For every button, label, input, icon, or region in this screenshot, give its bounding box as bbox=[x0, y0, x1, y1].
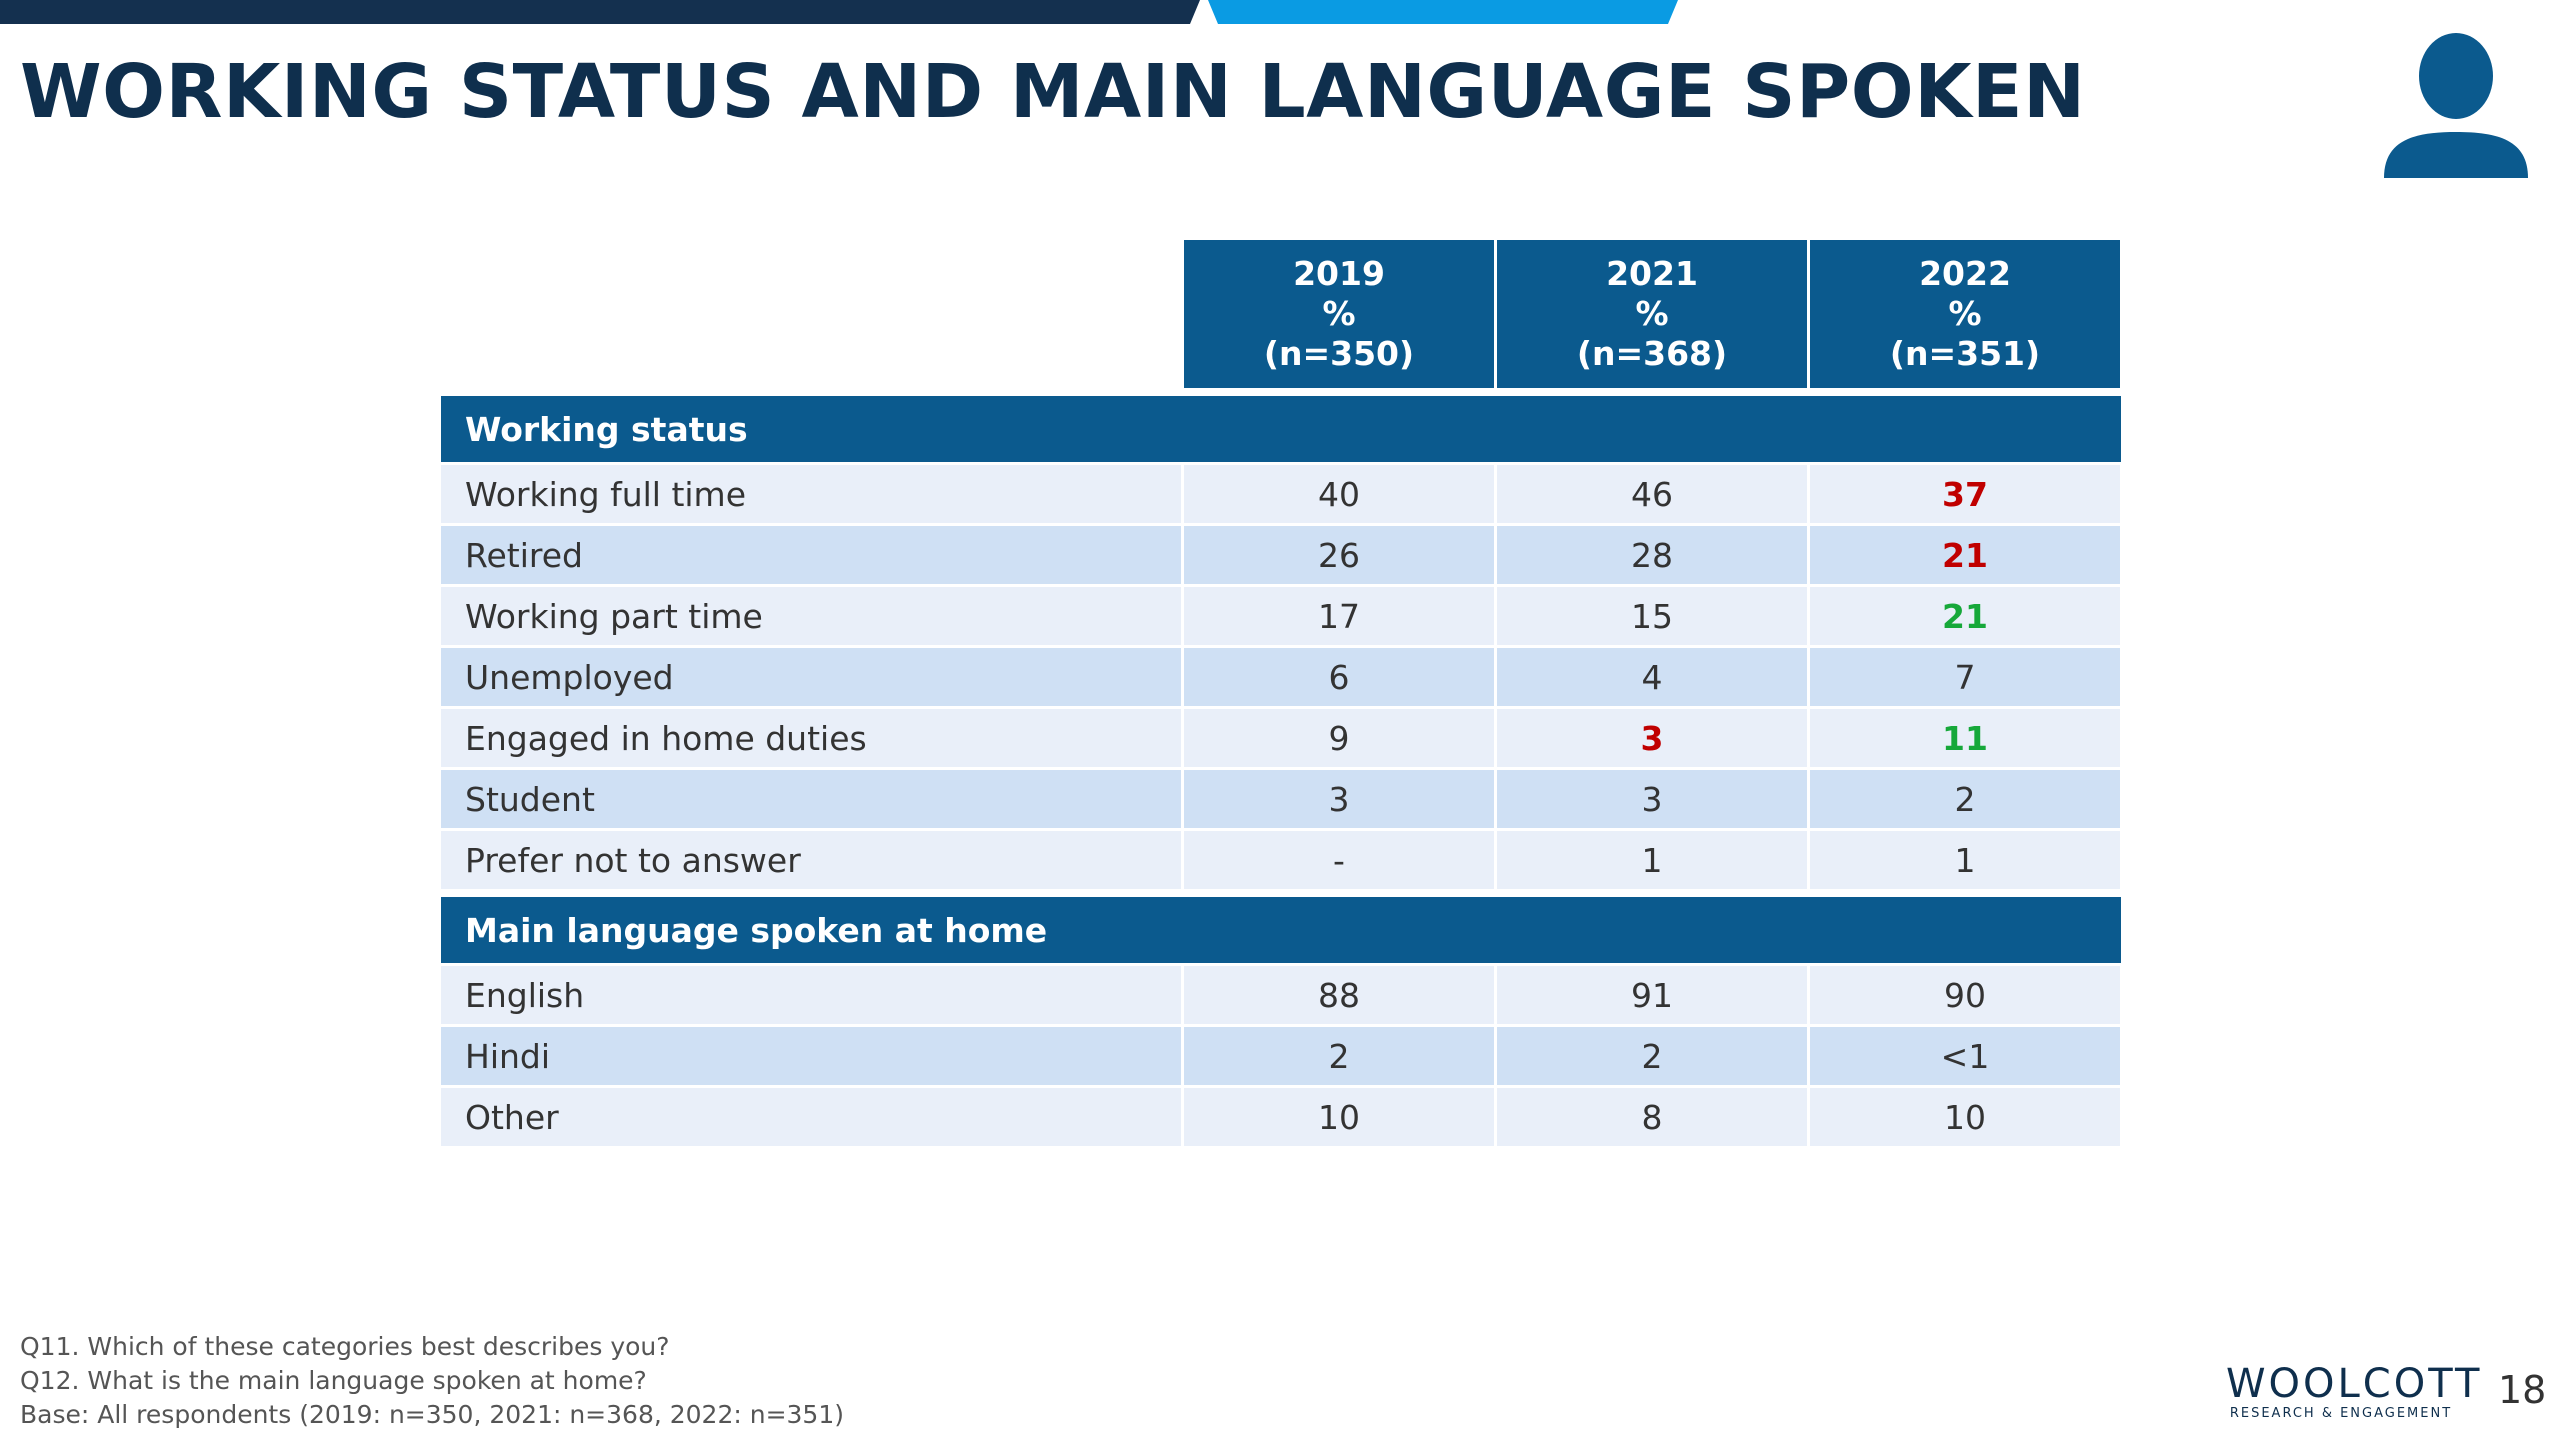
cell-2019: 10 bbox=[1184, 1088, 1494, 1146]
cell-2019: 9 bbox=[1184, 709, 1494, 767]
cell-2019: 3 bbox=[1184, 770, 1494, 828]
row-label: Hindi bbox=[441, 1027, 1181, 1085]
column-base: (n=351) bbox=[1889, 334, 2041, 373]
person-icon bbox=[2384, 33, 2528, 178]
table-row: Unemployed 6 4 7 bbox=[441, 648, 2121, 706]
row-label: Working part time bbox=[441, 587, 1181, 645]
cell-2021: 3 bbox=[1497, 770, 1807, 828]
cell-2021: 3 bbox=[1497, 709, 1807, 767]
row-label: English bbox=[441, 966, 1181, 1024]
table-row: Working full time 40 46 37 bbox=[441, 465, 2121, 523]
top-accent-bar-dark bbox=[0, 0, 1200, 24]
section-header-main-language: Main language spoken at home bbox=[441, 897, 2121, 963]
cell-2022: <1 bbox=[1810, 1027, 2120, 1085]
table-row: Hindi 2 2 <1 bbox=[441, 1027, 2121, 1085]
footnote-q11: Q11. Which of these categories best desc… bbox=[20, 1332, 670, 1361]
table-row: Prefer not to answer - 1 1 bbox=[441, 831, 2121, 889]
cell-2021: 2 bbox=[1497, 1027, 1807, 1085]
column-base: (n=350) bbox=[1263, 334, 1415, 373]
column-base: (n=368) bbox=[1576, 334, 1728, 373]
column-unit: % bbox=[1948, 294, 1982, 333]
cell-2019: 6 bbox=[1184, 648, 1494, 706]
cell-2021: 8 bbox=[1497, 1088, 1807, 1146]
column-header-2019: 2019 % (n=350) bbox=[1184, 240, 1494, 388]
column-header-2021: 2021 % (n=368) bbox=[1497, 240, 1807, 388]
cell-2022: 11 bbox=[1810, 709, 2120, 767]
table-row: Engaged in home duties 9 3 11 bbox=[441, 709, 2121, 767]
column-unit: % bbox=[1635, 294, 1669, 333]
cell-2019: 17 bbox=[1184, 587, 1494, 645]
cell-2019: 2 bbox=[1184, 1027, 1494, 1085]
logo-tagline: RESEARCH & ENGAGEMENT bbox=[2229, 1406, 2453, 1421]
top-accent-bar-blue bbox=[1208, 0, 1678, 24]
row-label: Prefer not to answer bbox=[441, 831, 1181, 889]
cell-2019: - bbox=[1184, 831, 1494, 889]
page-title: WORKING STATUS AND MAIN LANGUAGE SPOKEN bbox=[20, 49, 2086, 135]
cell-2021: 1 bbox=[1497, 831, 1807, 889]
footnote-q12: Q12. What is the main language spoken at… bbox=[20, 1366, 647, 1395]
page-number: 18 bbox=[2498, 1368, 2547, 1412]
section-header-working-status: Working status bbox=[441, 396, 2121, 462]
cell-2021: 91 bbox=[1497, 966, 1807, 1024]
table-row: Other 10 8 10 bbox=[441, 1088, 2121, 1146]
cell-2021: 28 bbox=[1497, 526, 1807, 584]
cell-2022: 90 bbox=[1810, 966, 2120, 1024]
cell-2022: 10 bbox=[1810, 1088, 2120, 1146]
row-label: Retired bbox=[441, 526, 1181, 584]
footnote-base: Base: All respondents (2019: n=350, 2021… bbox=[20, 1400, 844, 1429]
table-row: Working part time 17 15 21 bbox=[441, 587, 2121, 645]
row-label: Other bbox=[441, 1088, 1181, 1146]
logo-name: WOOLCOTT bbox=[2226, 1361, 2483, 1407]
column-year: 2022 bbox=[1919, 254, 2011, 293]
cell-2022: 7 bbox=[1810, 648, 2120, 706]
table-header-row: 2019 % (n=350) 2021 % (n=368) 2022 % (n=… bbox=[441, 240, 2121, 388]
cell-2019: 40 bbox=[1184, 465, 1494, 523]
column-year: 2019 bbox=[1293, 254, 1385, 293]
cell-2019: 88 bbox=[1184, 966, 1494, 1024]
column-year: 2021 bbox=[1606, 254, 1698, 293]
footnotes: Q11. Which of these categories best desc… bbox=[20, 1330, 844, 1432]
cell-2022: 37 bbox=[1810, 465, 2120, 523]
cell-2021: 15 bbox=[1497, 587, 1807, 645]
cell-2021: 46 bbox=[1497, 465, 1807, 523]
column-unit: % bbox=[1322, 294, 1356, 333]
table-row: English 88 91 90 bbox=[441, 966, 2121, 1024]
cell-2021: 4 bbox=[1497, 648, 1807, 706]
company-logo: WOOLCOTT RESEARCH & ENGAGEMENT bbox=[2226, 1361, 2483, 1422]
cell-2022: 2 bbox=[1810, 770, 2120, 828]
row-label: Student bbox=[441, 770, 1181, 828]
row-label: Working full time bbox=[441, 465, 1181, 523]
row-label: Engaged in home duties bbox=[441, 709, 1181, 767]
table-row: Retired 26 28 21 bbox=[441, 526, 2121, 584]
cell-2022: 21 bbox=[1810, 526, 2120, 584]
cell-2022: 1 bbox=[1810, 831, 2120, 889]
column-header-2022: 2022 % (n=351) bbox=[1810, 240, 2120, 388]
data-table: 2019 % (n=350) 2021 % (n=368) 2022 % (n=… bbox=[441, 240, 2121, 1146]
header-spacer bbox=[441, 240, 1181, 388]
cell-2019: 26 bbox=[1184, 526, 1494, 584]
row-label: Unemployed bbox=[441, 648, 1181, 706]
table-row: Student 3 3 2 bbox=[441, 770, 2121, 828]
cell-2022: 21 bbox=[1810, 587, 2120, 645]
